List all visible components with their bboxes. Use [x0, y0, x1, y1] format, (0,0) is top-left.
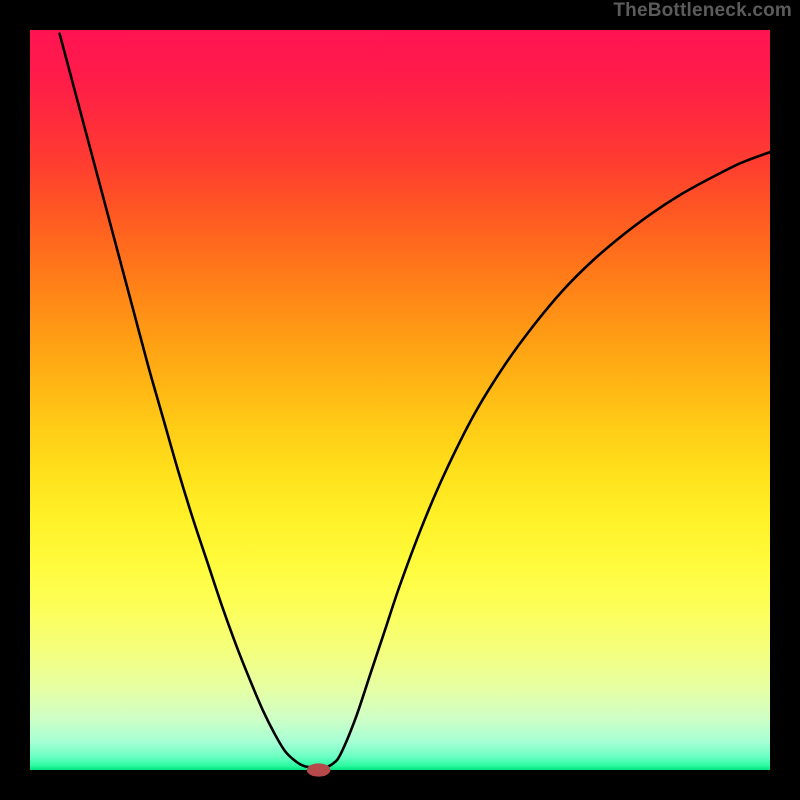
- plot-background: [30, 30, 770, 770]
- bottleneck-chart: [0, 0, 800, 800]
- min-marker: [307, 763, 331, 776]
- chart-root: TheBottleneck.com: [0, 0, 800, 800]
- watermark-text: TheBottleneck.com: [613, 0, 792, 22]
